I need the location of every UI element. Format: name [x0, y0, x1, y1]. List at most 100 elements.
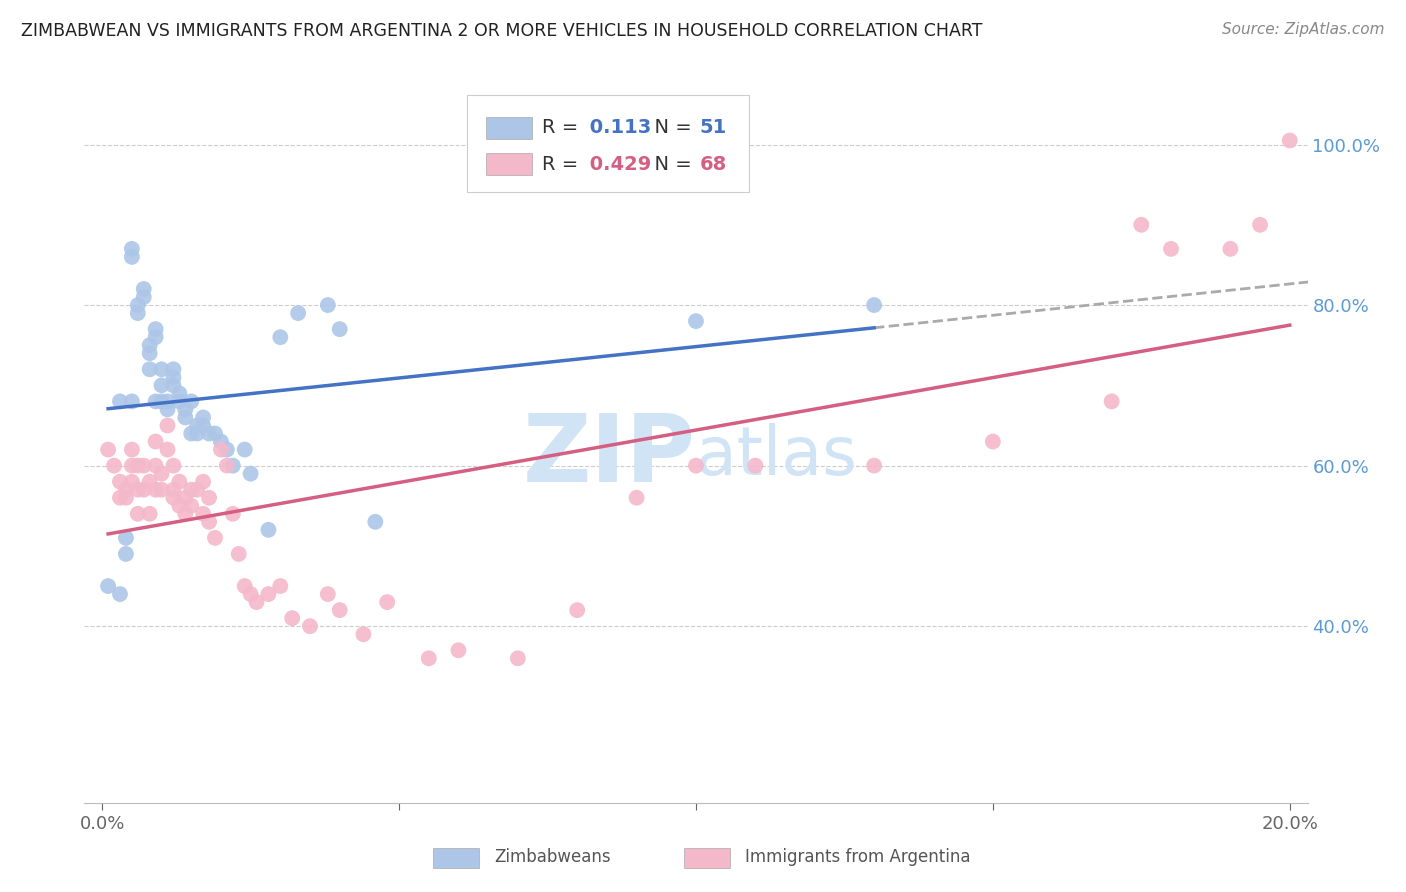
Point [233, 442, 256, 457]
FancyBboxPatch shape [485, 153, 531, 175]
Point [138, 338, 160, 352]
Point [108, 475, 131, 489]
Point [145, 394, 167, 409]
Point [138, 475, 160, 489]
Point [981, 434, 1004, 449]
Point [145, 434, 167, 449]
Text: R =: R = [541, 154, 585, 174]
Point [506, 651, 529, 665]
Point [97, 579, 120, 593]
Text: atlas: atlas [696, 423, 856, 489]
Point [103, 458, 125, 473]
Point [156, 394, 179, 409]
Point [281, 611, 304, 625]
Point [239, 467, 262, 481]
Point [174, 410, 197, 425]
Point [180, 394, 202, 409]
Point [162, 362, 184, 376]
Text: ZIP: ZIP [523, 410, 696, 502]
Point [233, 579, 256, 593]
Text: ZIMBABWEAN VS IMMIGRANTS FROM ARGENTINA 2 OR MORE VEHICLES IN HOUSEHOLD CORRELAT: ZIMBABWEAN VS IMMIGRANTS FROM ARGENTINA … [21, 22, 983, 40]
Point [209, 442, 232, 457]
Point [145, 458, 167, 473]
Point [169, 386, 191, 401]
Point [1130, 218, 1153, 232]
Point [257, 523, 280, 537]
Point [162, 378, 184, 392]
Point [132, 458, 155, 473]
Point [186, 483, 208, 497]
Point [228, 547, 250, 561]
Point [209, 434, 232, 449]
Point [127, 298, 149, 312]
Point [145, 330, 167, 344]
Text: Zimbabweans: Zimbabweans [494, 848, 610, 866]
Point [115, 483, 138, 497]
Point [115, 547, 138, 561]
Text: Immigrants from Argentina: Immigrants from Argentina [745, 848, 970, 866]
Point [108, 587, 131, 601]
Point [239, 587, 262, 601]
FancyBboxPatch shape [485, 117, 531, 139]
Text: 0.113: 0.113 [583, 119, 652, 137]
Point [685, 458, 707, 473]
Point [1278, 134, 1301, 148]
Point [316, 587, 339, 601]
Point [245, 595, 267, 609]
Text: Source: ZipAtlas.com: Source: ZipAtlas.com [1222, 22, 1385, 37]
Point [121, 475, 143, 489]
Point [127, 483, 149, 497]
Text: 0.429: 0.429 [583, 154, 652, 174]
Point [121, 250, 143, 264]
FancyBboxPatch shape [433, 847, 479, 868]
Point [132, 282, 155, 296]
Point [863, 458, 886, 473]
Point [186, 418, 208, 433]
Point [174, 402, 197, 417]
Point [150, 378, 173, 392]
Point [127, 458, 149, 473]
Point [204, 531, 226, 545]
Point [115, 531, 138, 545]
Point [863, 298, 886, 312]
Text: N =: N = [643, 119, 699, 137]
Point [204, 426, 226, 441]
Point [222, 458, 245, 473]
Text: 51: 51 [700, 119, 727, 137]
Point [169, 475, 191, 489]
Point [198, 426, 221, 441]
Point [215, 458, 238, 473]
Point [685, 314, 707, 328]
Point [298, 619, 321, 633]
Point [626, 491, 648, 505]
Point [352, 627, 374, 641]
Point [169, 394, 191, 409]
Point [215, 442, 238, 457]
Point [127, 306, 149, 320]
Point [138, 507, 160, 521]
Point [447, 643, 470, 657]
FancyBboxPatch shape [683, 847, 730, 868]
Point [108, 491, 131, 505]
Point [121, 442, 143, 457]
Point [162, 370, 184, 384]
Point [121, 242, 143, 256]
Point [269, 579, 291, 593]
Point [744, 458, 766, 473]
Point [150, 483, 173, 497]
Point [132, 483, 155, 497]
Point [97, 442, 120, 457]
Point [1219, 242, 1241, 256]
Point [198, 515, 221, 529]
Point [329, 603, 352, 617]
Point [186, 426, 208, 441]
Point [156, 418, 179, 433]
Point [269, 330, 291, 344]
Point [567, 603, 589, 617]
Point [198, 491, 221, 505]
Point [156, 442, 179, 457]
Point [138, 362, 160, 376]
Point [1249, 218, 1271, 232]
Point [180, 426, 202, 441]
Point [108, 394, 131, 409]
